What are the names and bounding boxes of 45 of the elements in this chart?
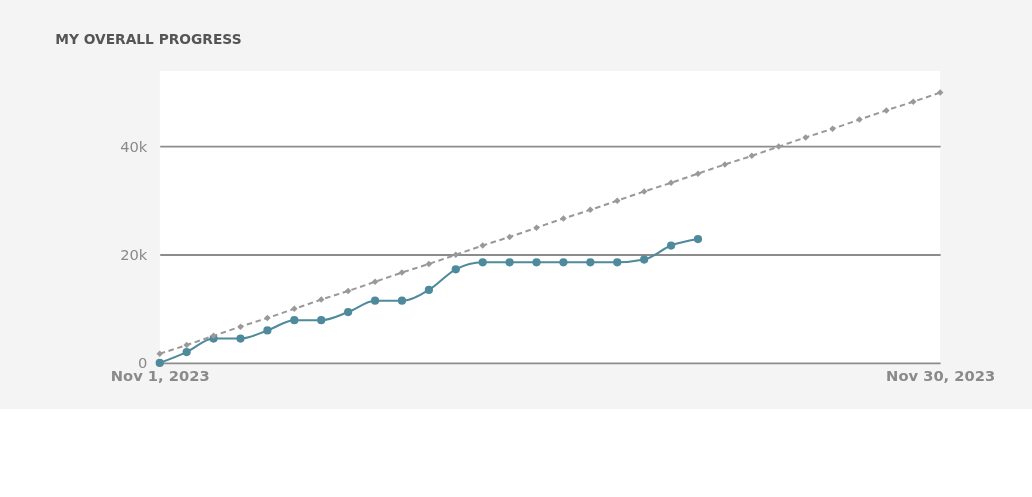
point [666,241,676,250]
point [505,258,514,267]
point [532,258,541,267]
point [910,98,917,105]
point [156,350,163,357]
point [667,179,675,187]
point [479,242,486,249]
point [856,116,863,123]
point [317,296,325,303]
point [397,296,407,305]
point [155,358,164,367]
point [236,334,245,343]
point [451,265,460,274]
point [775,143,782,150]
point [748,152,756,160]
point [424,285,433,294]
point [317,316,326,325]
point [533,224,540,231]
y-tick-label: 40k [120,137,148,155]
point [291,305,298,313]
y-tick-label: 0 [138,353,148,371]
point [182,347,191,357]
point [560,215,567,222]
point [586,258,595,267]
point [693,234,703,244]
point [478,258,487,267]
point [640,255,649,264]
point [613,258,622,267]
point [829,125,836,133]
x-tick-label: Nov 30, 2023 [886,366,996,384]
point [614,197,621,204]
point [883,107,890,114]
chart-title: MY OVERALL PROGRESS [55,31,242,48]
point [371,278,379,286]
point [370,296,380,305]
point [587,206,594,214]
point [263,326,272,335]
point [290,316,299,325]
point [344,287,352,295]
point [425,260,433,268]
point [802,134,809,141]
point [237,323,244,330]
point [559,258,568,267]
point [344,307,353,317]
y-tick-label: 20k [120,245,148,263]
